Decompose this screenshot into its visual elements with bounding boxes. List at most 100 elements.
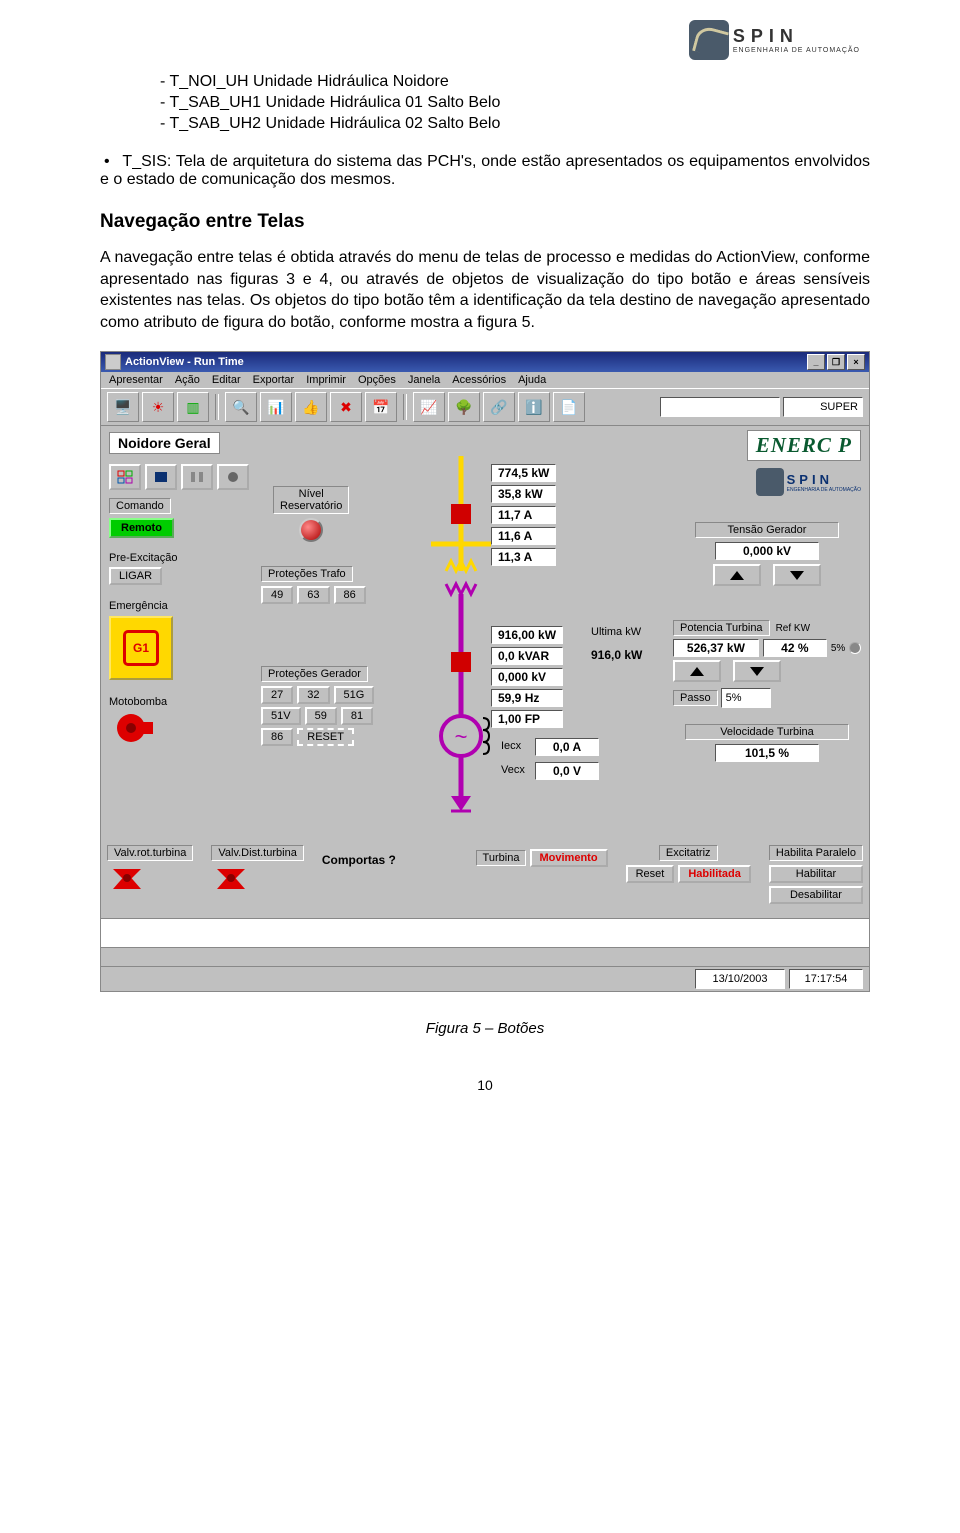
prot-trafo-49[interactable]: 49 [261,586,293,604]
page-number: 10 [100,1077,870,1093]
pot-up[interactable] [673,660,721,682]
valve-icon [211,861,251,895]
motobomba-icon [109,708,155,746]
menu-item[interactable]: Janela [408,374,440,386]
menu-item[interactable]: Imprimir [306,374,346,386]
val-vecx: 0,0 V [535,762,599,780]
tool-calendar-icon[interactable]: 📅 [365,392,397,422]
habilitar-button[interactable]: Habilitar [769,865,863,883]
menu-item[interactable]: Ação [175,374,200,386]
emergencia-label: Emergência [109,600,173,612]
dot-1: T_SIS: Tela de arquitetura do sistema da… [100,153,870,189]
remoto-button[interactable]: Remoto [109,518,174,538]
ligar-button[interactable]: LIGAR [109,567,162,585]
tool-org-icon[interactable]: 🔗 [483,392,515,422]
nivel-label: Nível Reservatório [273,486,349,514]
ref-value: 5% [831,643,845,654]
ref-led [849,642,861,654]
val-hz: 59,9 Hz [491,689,563,707]
nav-btn-4[interactable] [217,464,249,490]
spin-logo: SPIN ENGENHARIA DE AUTOMAÇÃO [689,20,860,60]
status-time: 17:17:54 [789,969,863,989]
tool-bars-icon[interactable]: 📈 [413,392,445,422]
status-date: 13/10/2003 [695,969,785,989]
prot-trafo-63[interactable]: 63 [297,586,329,604]
reset-button[interactable]: Reset [626,865,675,883]
tensao-label: Tensão Gerador [695,522,839,538]
menu-item[interactable]: Opções [358,374,396,386]
pg-59[interactable]: 59 [305,707,337,725]
bullet-1: T_NOI_UH Unidade Hidráulica Noidore [160,73,870,91]
nav-btn-1[interactable] [109,464,141,490]
tensao-up[interactable] [713,564,761,586]
pg-51g[interactable]: 51G [334,686,375,704]
iecx-label: Iecx [501,740,521,752]
val-kw3: 916,00 kW [491,626,563,644]
bullet-2: T_SAB_UH1 Unidade Hidráulica 01 Salto Be… [160,94,870,112]
app-icon [105,354,121,370]
maximize-button[interactable]: ❐ [827,354,845,370]
movimento-button[interactable]: Movimento [530,849,608,867]
content-area: Noidore Geral ENERC P SPIN ENGENHARIA DE… [101,426,869,966]
valve-icon [107,861,147,895]
tool-tree-icon[interactable]: 🌳 [448,392,480,422]
menu-item[interactable]: Ajuda [518,374,546,386]
val-a1: 11,7 A [491,506,556,524]
window-titlebar: ActionView - Run Time _ ❐ × [101,352,869,372]
pg-27[interactable]: 27 [261,686,293,704]
habilitada-button[interactable]: Habilitada [678,865,751,883]
nivel-indicator [299,518,323,542]
tool-search-icon[interactable]: 🔍 [225,392,257,422]
tool-doc-icon[interactable]: ▥ [177,392,209,422]
passo-value[interactable]: 5% [721,688,771,708]
screenshot-figure: ActionView - Run Time _ ❐ × Apresentar A… [100,351,870,992]
message-strip [101,918,869,948]
nav-btn-3[interactable] [181,464,213,490]
tool-chart-icon[interactable]: 📊 [260,392,292,422]
toolbar-input[interactable] [660,397,780,417]
window-title: ActionView - Run Time [125,356,244,368]
brand-logo: ENERC P [747,430,861,461]
refkw-label: Ref KW [776,623,810,634]
prot-trafo-label: Proteções Trafo [261,566,353,582]
tool-screen-icon[interactable]: 🖥️ [107,392,139,422]
tool-thumb-icon[interactable]: 👍 [295,392,327,422]
emergency-button[interactable]: G1 [109,616,173,680]
pot-down[interactable] [733,660,781,682]
val-fp: 1,00 FP [491,710,563,728]
prot-trafo-86[interactable]: 86 [334,586,366,604]
val-kw2: 35,8 kW [491,485,556,503]
pg-86[interactable]: 86 [261,728,293,746]
motobomba-label: Motobomba [109,696,167,708]
tool-delete-icon[interactable]: ✖ [330,392,362,422]
menu-item[interactable]: Exportar [253,374,295,386]
pg-32[interactable]: 32 [297,686,329,704]
menu-item[interactable]: Acessórios [452,374,506,386]
hab-par-label: Habilita Paralelo [769,845,863,861]
vel-turb-label: Velocidade Turbina [685,724,849,740]
tool-info-icon[interactable]: ℹ️ [518,392,550,422]
status-bar: 13/10/2003 17:17:54 [101,966,869,991]
pg-51v[interactable]: 51V [261,707,301,725]
menubar: Apresentar Ação Editar Exportar Imprimir… [101,372,869,388]
tensao-down[interactable] [773,564,821,586]
desabilitar-button[interactable]: Desabilitar [769,886,863,904]
val-a2: 11,6 A [491,527,556,545]
minimize-button[interactable]: _ [807,354,825,370]
excitatriz-label: Excitatriz [659,845,718,861]
nav-btn-2[interactable] [145,464,177,490]
close-button[interactable]: × [847,354,865,370]
user-box: SUPER [783,397,863,417]
menu-item[interactable]: Apresentar [109,374,163,386]
val-iecx: 0,0 A [535,738,599,756]
ultima-value: 916,0 kW [591,648,642,662]
tool-page-icon[interactable]: 📄 [553,392,585,422]
menu-item[interactable]: Editar [212,374,241,386]
pg-81[interactable]: 81 [341,707,373,725]
toolbar: 🖥️ ☀ ▥ 🔍 📊 👍 ✖ 📅 📈 🌳 🔗 ℹ️ 📄 SUPER [101,388,869,426]
tensao-value: 0,000 kV [715,542,819,560]
pg-reset[interactable]: RESET [297,728,354,746]
prot-ger-label: Proteções Gerador [261,666,368,682]
nav-mini-buttons [109,464,249,490]
tool-sun-icon[interactable]: ☀ [142,392,174,422]
